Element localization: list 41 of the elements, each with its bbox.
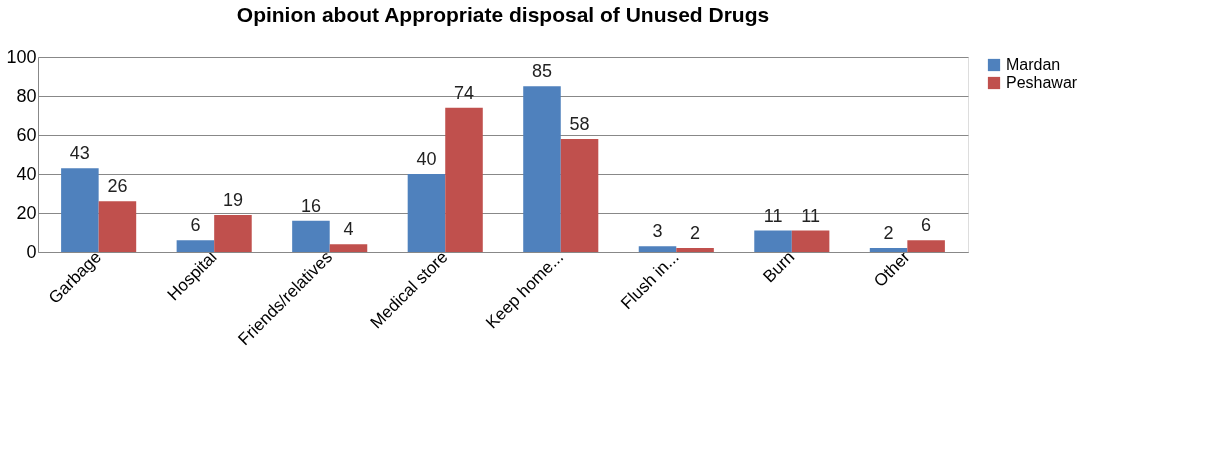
y-tick-label: 100 (6, 46, 37, 67)
data-label: 85 (531, 61, 553, 82)
chart-title: Opinion about Appropriate disposal of Unused Drugs (236, 3, 770, 26)
data-label: 43 (69, 143, 90, 164)
data-label: 40 (416, 149, 437, 169)
bar (638, 246, 677, 252)
data-label: 11 (763, 205, 783, 226)
data-label: 6 (190, 215, 201, 236)
bar (292, 220, 330, 252)
bar (445, 107, 483, 252)
data-label: 19 (222, 189, 243, 210)
bar (791, 230, 830, 252)
data-label: 4 (343, 219, 354, 240)
data-label: 6 (921, 215, 932, 236)
bar (407, 174, 446, 252)
y-tick-label: 0 (26, 241, 37, 262)
data-label: 2 (883, 223, 894, 244)
y-tick-label: 60 (16, 124, 37, 145)
legend-label: Peshawar (1006, 74, 1078, 91)
bar (98, 201, 137, 252)
data-label: 2 (690, 223, 701, 244)
bar (523, 86, 561, 252)
bar (61, 168, 99, 252)
bar (560, 138, 599, 252)
bar (754, 230, 792, 252)
y-tick-label: 80 (16, 85, 37, 106)
data-label: 26 (107, 176, 128, 197)
bar (907, 240, 945, 252)
y-tick-label: 40 (16, 163, 37, 184)
data-label: 3 (652, 221, 663, 242)
bar (869, 248, 908, 252)
y-tick-label: 20 (16, 202, 37, 223)
data-label: 74 (453, 82, 475, 103)
data-label: 11 (801, 205, 820, 226)
bar (214, 214, 252, 252)
data-label: 16 (300, 195, 321, 216)
legend-label: Mardan (1006, 56, 1061, 73)
data-label: 58 (569, 113, 590, 134)
bar (676, 248, 714, 252)
bar (176, 240, 215, 252)
bar (329, 244, 368, 252)
